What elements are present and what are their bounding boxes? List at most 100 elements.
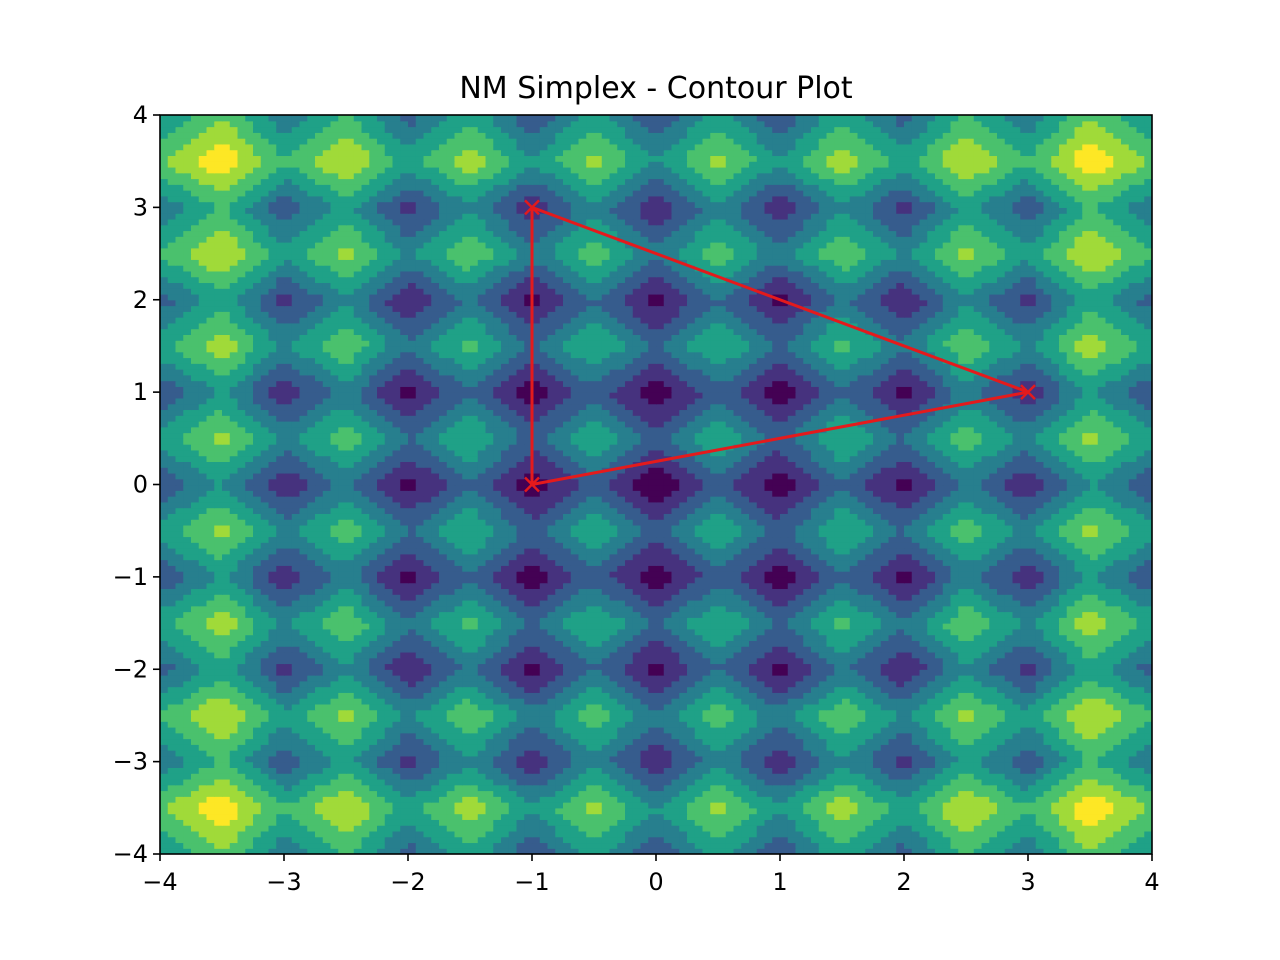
contour-cell bbox=[765, 762, 773, 768]
contour-cell bbox=[346, 727, 354, 733]
contour-cell bbox=[1075, 640, 1083, 646]
contour-cell bbox=[881, 831, 889, 837]
contour-cell bbox=[269, 669, 277, 675]
contour-cell bbox=[726, 704, 734, 710]
contour-cell bbox=[625, 715, 633, 721]
contour-cell bbox=[920, 825, 928, 831]
contour-cell bbox=[703, 715, 711, 721]
contour-cell bbox=[974, 825, 982, 831]
contour-cell bbox=[1059, 796, 1067, 802]
contour-cell bbox=[594, 727, 602, 733]
contour-cell bbox=[703, 733, 711, 739]
contour-cell bbox=[889, 773, 897, 779]
contour-cell bbox=[1082, 739, 1090, 745]
contour-cell bbox=[191, 669, 199, 675]
contour-cell bbox=[966, 687, 974, 693]
contour-cell bbox=[1044, 635, 1052, 641]
contour-cell bbox=[617, 635, 625, 641]
contour-cell bbox=[803, 790, 811, 796]
contour-cell bbox=[214, 658, 222, 664]
contour-cell bbox=[377, 750, 385, 756]
contour-cell bbox=[230, 733, 238, 739]
contour-cell bbox=[222, 762, 230, 768]
contour-cell bbox=[532, 739, 540, 745]
contour-cell bbox=[912, 773, 920, 779]
contour-cell bbox=[1090, 727, 1098, 733]
contour-cell bbox=[369, 687, 377, 693]
contour-cell bbox=[974, 750, 982, 756]
contour-cell bbox=[1059, 814, 1067, 820]
contour-cell bbox=[315, 687, 323, 693]
contour-cell bbox=[710, 750, 718, 756]
contour-cell bbox=[191, 739, 199, 745]
contour-cell bbox=[842, 721, 850, 727]
contour-cell bbox=[385, 819, 393, 825]
contour-cell bbox=[850, 710, 858, 716]
contour-cell bbox=[362, 692, 370, 698]
contour-cell bbox=[803, 698, 811, 704]
contour-cell bbox=[1090, 704, 1098, 710]
contour-cell bbox=[648, 808, 656, 814]
contour-cell bbox=[695, 767, 703, 773]
contour-cell bbox=[982, 825, 990, 831]
contour-cell bbox=[1106, 756, 1114, 762]
contour-cell bbox=[540, 721, 548, 727]
contour-cell bbox=[385, 675, 393, 681]
contour-cell bbox=[974, 681, 982, 687]
contour-cell bbox=[168, 652, 176, 658]
contour-cell bbox=[354, 825, 362, 831]
contour-cell bbox=[904, 698, 912, 704]
contour-cell bbox=[633, 785, 641, 791]
contour-cell bbox=[803, 767, 811, 773]
contour-cell bbox=[1113, 687, 1121, 693]
contour-cell bbox=[1090, 831, 1098, 837]
contour-cell bbox=[1090, 785, 1098, 791]
contour-cell bbox=[168, 646, 176, 652]
contour-cell bbox=[176, 646, 184, 652]
contour-cell bbox=[974, 744, 982, 750]
contour-cell bbox=[664, 721, 672, 727]
contour-cell bbox=[431, 796, 439, 802]
contour-cell bbox=[951, 721, 959, 727]
contour-cell bbox=[346, 814, 354, 820]
contour-cell bbox=[1090, 773, 1098, 779]
contour-cell bbox=[780, 652, 788, 658]
contour-cell bbox=[1129, 790, 1137, 796]
contour-cell bbox=[261, 652, 269, 658]
contour-cell bbox=[524, 635, 532, 641]
contour-cell bbox=[199, 652, 207, 658]
contour-cell bbox=[927, 681, 935, 687]
contour-cell bbox=[362, 779, 370, 785]
contour-cell bbox=[1067, 750, 1075, 756]
contour-cell bbox=[447, 698, 455, 704]
contour-cell bbox=[896, 692, 904, 698]
contour-cell bbox=[400, 658, 408, 664]
contour-cell bbox=[664, 704, 672, 710]
contour-cell bbox=[594, 640, 602, 646]
contour-cell bbox=[323, 704, 331, 710]
contour-cell bbox=[176, 842, 184, 848]
contour-cell bbox=[858, 681, 866, 687]
contour-cell bbox=[741, 629, 749, 635]
contour-cell bbox=[532, 814, 540, 820]
contour-cell bbox=[439, 739, 447, 745]
contour-cell bbox=[214, 767, 222, 773]
contour-cell bbox=[501, 640, 509, 646]
contour-cell bbox=[369, 819, 377, 825]
contour-cell bbox=[269, 802, 277, 808]
contour-cell bbox=[1036, 721, 1044, 727]
contour-cell bbox=[695, 819, 703, 825]
contour-cell bbox=[400, 750, 408, 756]
contour-cell bbox=[656, 721, 664, 727]
contour-cell bbox=[1075, 773, 1083, 779]
contour-cell bbox=[586, 715, 594, 721]
contour-cell bbox=[834, 790, 842, 796]
contour-cell bbox=[765, 808, 773, 814]
contour-cell bbox=[517, 785, 525, 791]
contour-cell bbox=[896, 687, 904, 693]
contour-cell bbox=[850, 640, 858, 646]
contour-cell bbox=[222, 814, 230, 820]
contour-cell bbox=[664, 808, 672, 814]
contour-cell bbox=[881, 715, 889, 721]
contour-cell bbox=[633, 819, 641, 825]
